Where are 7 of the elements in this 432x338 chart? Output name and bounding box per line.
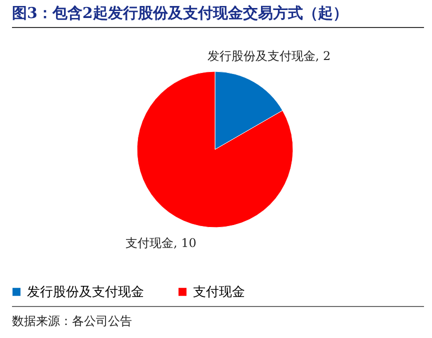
chart-title: 图3：包含2起发行股份及支付现金交易方式（起） bbox=[12, 4, 424, 28]
data-label: 支付现金, 10 bbox=[126, 236, 196, 250]
data-label: 发行股份及支付现金, 2 bbox=[207, 48, 331, 63]
legend-label: 支付现金 bbox=[193, 284, 245, 300]
source-note: 数据来源：各公司公告 bbox=[12, 306, 424, 330]
legend-label: 发行股份及支付现金 bbox=[27, 284, 144, 300]
pie-slice bbox=[136, 71, 294, 228]
